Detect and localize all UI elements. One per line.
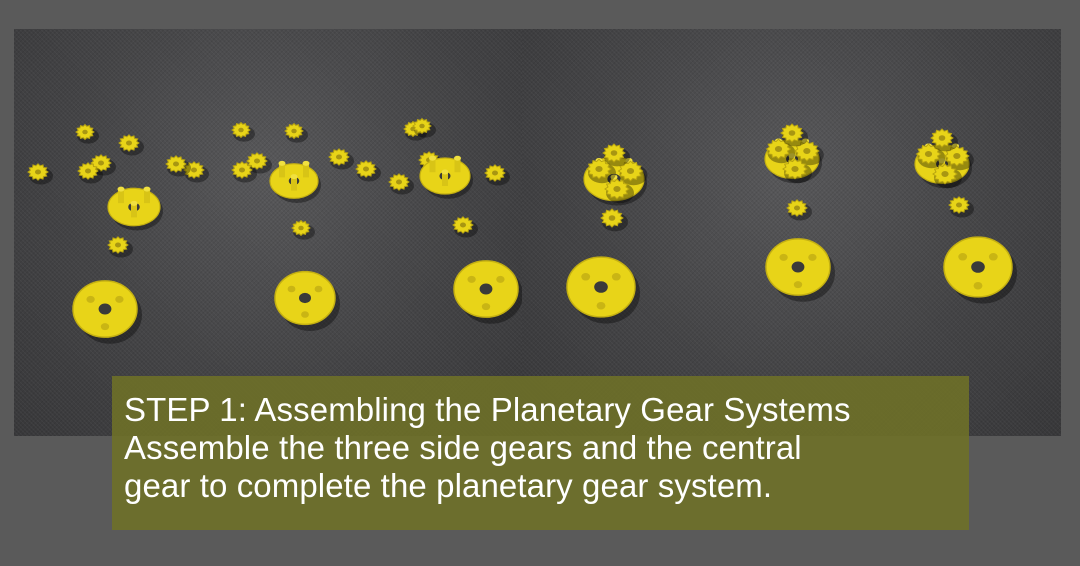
planet-gear	[617, 160, 648, 186]
small-gear	[183, 161, 209, 183]
small-gear	[355, 160, 381, 182]
planet-gear	[586, 158, 616, 184]
small-gear	[388, 173, 414, 195]
small-gear	[284, 122, 308, 143]
small-gear	[328, 148, 354, 170]
planet-gear	[780, 123, 808, 147]
gear-disc	[943, 236, 1017, 304]
small-gear	[27, 163, 53, 185]
small-gear	[231, 161, 257, 183]
planet-gear	[932, 163, 962, 189]
planet-gear	[765, 138, 796, 164]
gear-disc	[72, 280, 142, 344]
gear-disc	[453, 260, 522, 324]
planet-gear	[794, 140, 824, 166]
small-gear	[231, 121, 255, 142]
small-gear	[786, 199, 812, 221]
small-gear	[107, 236, 133, 258]
gear-carrier	[107, 186, 163, 231]
small-gear	[246, 152, 272, 174]
small-gear	[600, 208, 628, 232]
planet-gear	[604, 178, 634, 204]
small-gear	[77, 162, 103, 184]
gear-disc	[765, 238, 835, 302]
photo-left-unassembled-parts	[14, 29, 522, 436]
step-description-line-2: gear to complete the planetary gear syst…	[124, 467, 773, 504]
step-description-line-1: Assemble the three side gears and the ce…	[124, 429, 802, 466]
gear-carrier	[419, 155, 473, 199]
small-gear	[75, 123, 99, 144]
small-gear	[412, 117, 436, 138]
gear-disc	[566, 256, 640, 324]
planet-gear	[930, 128, 958, 152]
gear-carrier	[269, 160, 321, 203]
small-gear	[452, 216, 478, 238]
small-gear	[291, 219, 315, 240]
planet-gear	[602, 143, 630, 167]
small-gear	[165, 155, 191, 177]
small-gear	[948, 196, 974, 218]
small-gear	[484, 164, 510, 186]
photo-right-assembled-gears	[522, 29, 1061, 436]
step-caption-box: STEP 1: Assembling the Planetary Gear Sy…	[112, 376, 969, 530]
planet-gear	[782, 158, 812, 184]
planet-gear	[944, 145, 974, 171]
planet-gear	[915, 143, 946, 169]
small-gear	[118, 134, 144, 156]
step-heading: STEP 1: Assembling the Planetary Gear Sy…	[124, 391, 851, 428]
gear-disc	[274, 270, 340, 331]
